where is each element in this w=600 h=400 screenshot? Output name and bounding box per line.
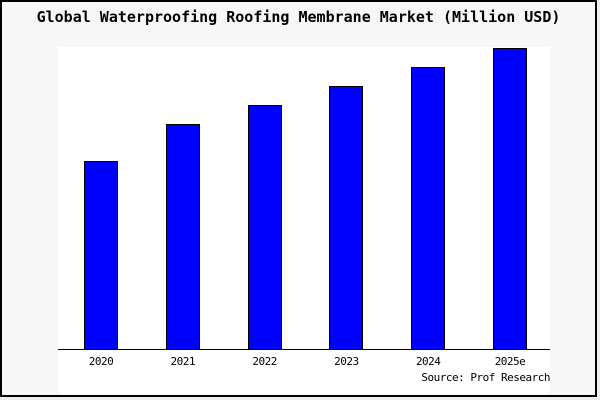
source-credit: Source: Prof Research (421, 371, 550, 384)
x-tick-label-2022: 2022 (252, 355, 277, 368)
x-axis-label-strip (58, 350, 550, 394)
x-tick-label-2021: 2021 (170, 355, 196, 368)
x-tick-label-2020: 2020 (88, 355, 114, 368)
bar-2024 (411, 67, 446, 349)
bar-2023 (329, 86, 364, 349)
bar-2021 (165, 124, 200, 349)
bar-2022 (247, 105, 282, 349)
x-axis-tick-labels: 2020 2021 2022 2023 2024 2025e (58, 355, 550, 369)
bar-2025e (493, 48, 527, 349)
plot-area (58, 47, 550, 350)
bar-2020 (84, 161, 118, 349)
x-tick-label-2025e: 2025e (494, 355, 526, 368)
x-tick-label-2023: 2023 (334, 355, 359, 368)
chart-title: Global Waterproofing Roofing Membrane Ma… (36, 8, 561, 26)
x-tick-label-2024: 2024 (415, 355, 441, 368)
